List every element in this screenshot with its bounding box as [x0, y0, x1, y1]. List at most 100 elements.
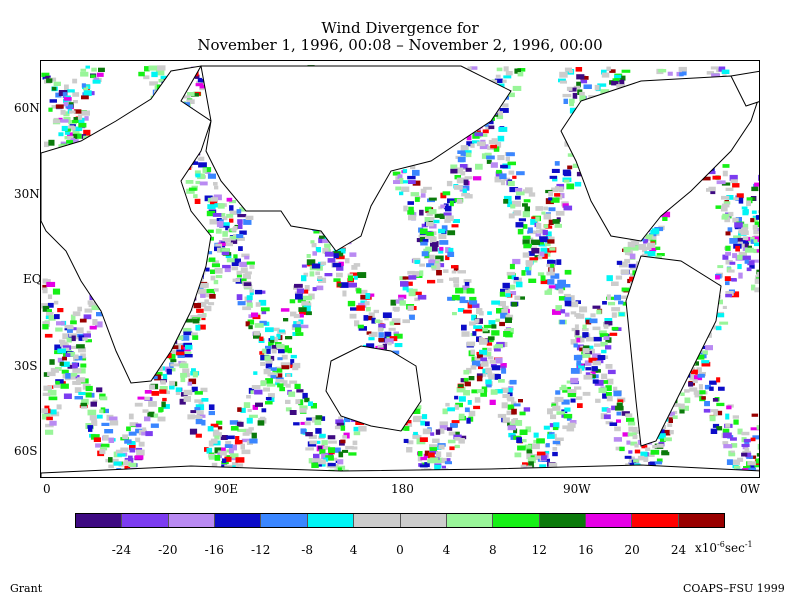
swath-speckle	[348, 282, 357, 288]
swath-speckle	[654, 461, 663, 465]
swath-speckle	[77, 368, 86, 374]
swath-speckle	[299, 405, 308, 410]
swath-speckle	[42, 321, 50, 327]
swath-speckle	[224, 444, 233, 448]
swath-speckle	[193, 303, 201, 309]
swath-speckle	[543, 206, 549, 211]
swath-speckle	[656, 458, 663, 463]
swath-speckle	[499, 321, 505, 327]
swath-speckle	[469, 296, 477, 303]
swath-speckle	[80, 405, 88, 409]
swath-speckle	[195, 173, 201, 178]
swath-speckle	[468, 300, 478, 305]
swath-speckle	[221, 477, 226, 478]
swath-speckle	[419, 263, 425, 267]
swath-speckle	[722, 305, 727, 309]
swath-speckle	[581, 353, 591, 358]
swath-speckle	[605, 385, 612, 391]
swath-speckle	[723, 444, 733, 449]
swath-speckle	[49, 420, 57, 426]
swath-speckle	[725, 281, 730, 286]
swath-speckle	[606, 378, 614, 385]
swath-speckle	[559, 71, 568, 78]
swath-speckle	[192, 335, 199, 340]
color-scale-swatch	[400, 514, 447, 527]
color-scale-tick-label: -20	[158, 543, 178, 557]
swath-speckle	[395, 186, 402, 191]
swath-speckle	[447, 439, 456, 444]
swath-speckle	[356, 288, 362, 294]
swath-speckle	[348, 452, 357, 456]
swath-speckle	[561, 384, 567, 389]
swath-speckle	[79, 318, 87, 323]
swath-speckle	[728, 452, 736, 457]
swath-speckle	[531, 248, 540, 254]
swath-speckle	[473, 325, 483, 329]
swath-speckle	[681, 405, 689, 411]
swath-speckle	[756, 249, 759, 253]
swath-speckle	[226, 449, 232, 453]
swath-speckle	[176, 351, 185, 356]
swath-speckle	[554, 161, 560, 166]
swath-speckle	[265, 327, 274, 333]
swath-speckle	[611, 312, 617, 318]
swath-speckle	[541, 455, 547, 461]
swath-speckle	[622, 432, 630, 437]
swath-speckle	[710, 428, 718, 434]
swath-speckle	[619, 261, 628, 268]
swath-speckle	[260, 362, 265, 366]
swath-speckle	[470, 66, 478, 70]
swath-speckle	[64, 84, 69, 91]
swath-speckle	[402, 180, 412, 184]
swath-speckle	[611, 281, 619, 286]
swath-speckle	[342, 449, 349, 453]
swath-speckle	[180, 372, 187, 378]
swath-speckle	[399, 300, 406, 306]
swath-speckle	[704, 401, 710, 407]
swath-speckle	[337, 467, 342, 474]
swath-speckle	[696, 367, 702, 373]
swath-speckle	[412, 169, 420, 176]
swath-speckle	[716, 180, 726, 185]
swath-speckle	[758, 175, 759, 181]
swath-speckle	[41, 408, 48, 414]
swath-speckle	[208, 302, 215, 306]
swath-speckle	[48, 107, 53, 112]
swath-speckle	[72, 129, 80, 136]
swath-speckle	[237, 428, 247, 432]
swath-speckle	[271, 345, 279, 350]
swath-speckle	[702, 176, 711, 181]
swath-speckle	[209, 219, 218, 225]
swath-speckle	[259, 351, 265, 355]
swath-speckle	[56, 404, 62, 410]
swath-speckle	[727, 269, 735, 273]
swath-speckle	[725, 423, 731, 428]
swath-speckle	[337, 459, 344, 465]
swath-speckle	[148, 65, 158, 71]
swath-speckle	[568, 87, 577, 92]
swath-speckle	[300, 421, 308, 425]
swath-speckle	[468, 287, 473, 292]
swath-speckle	[441, 465, 446, 471]
swath-speckle	[410, 192, 420, 197]
swath-speckle	[328, 440, 337, 444]
swath-speckle	[357, 272, 367, 278]
swath-speckle	[226, 258, 235, 263]
swath-speckle	[694, 392, 703, 398]
swath-speckle	[570, 398, 576, 403]
swath-speckle	[523, 199, 531, 203]
swath-speckle	[183, 342, 192, 347]
swath-speckle	[100, 446, 108, 451]
swath-speckle	[392, 350, 400, 355]
swath-speckle	[468, 416, 474, 422]
swath-speckle	[402, 276, 411, 280]
swath-speckle	[582, 328, 589, 332]
swath-speckle	[88, 427, 93, 432]
swath-speckle	[471, 314, 476, 321]
swath-speckle	[126, 426, 131, 432]
swath-speckle	[515, 420, 523, 426]
swath-speckle	[662, 216, 668, 221]
swath-speckle	[712, 398, 719, 402]
swath-speckle	[58, 339, 66, 343]
swath-speckle	[344, 417, 351, 423]
